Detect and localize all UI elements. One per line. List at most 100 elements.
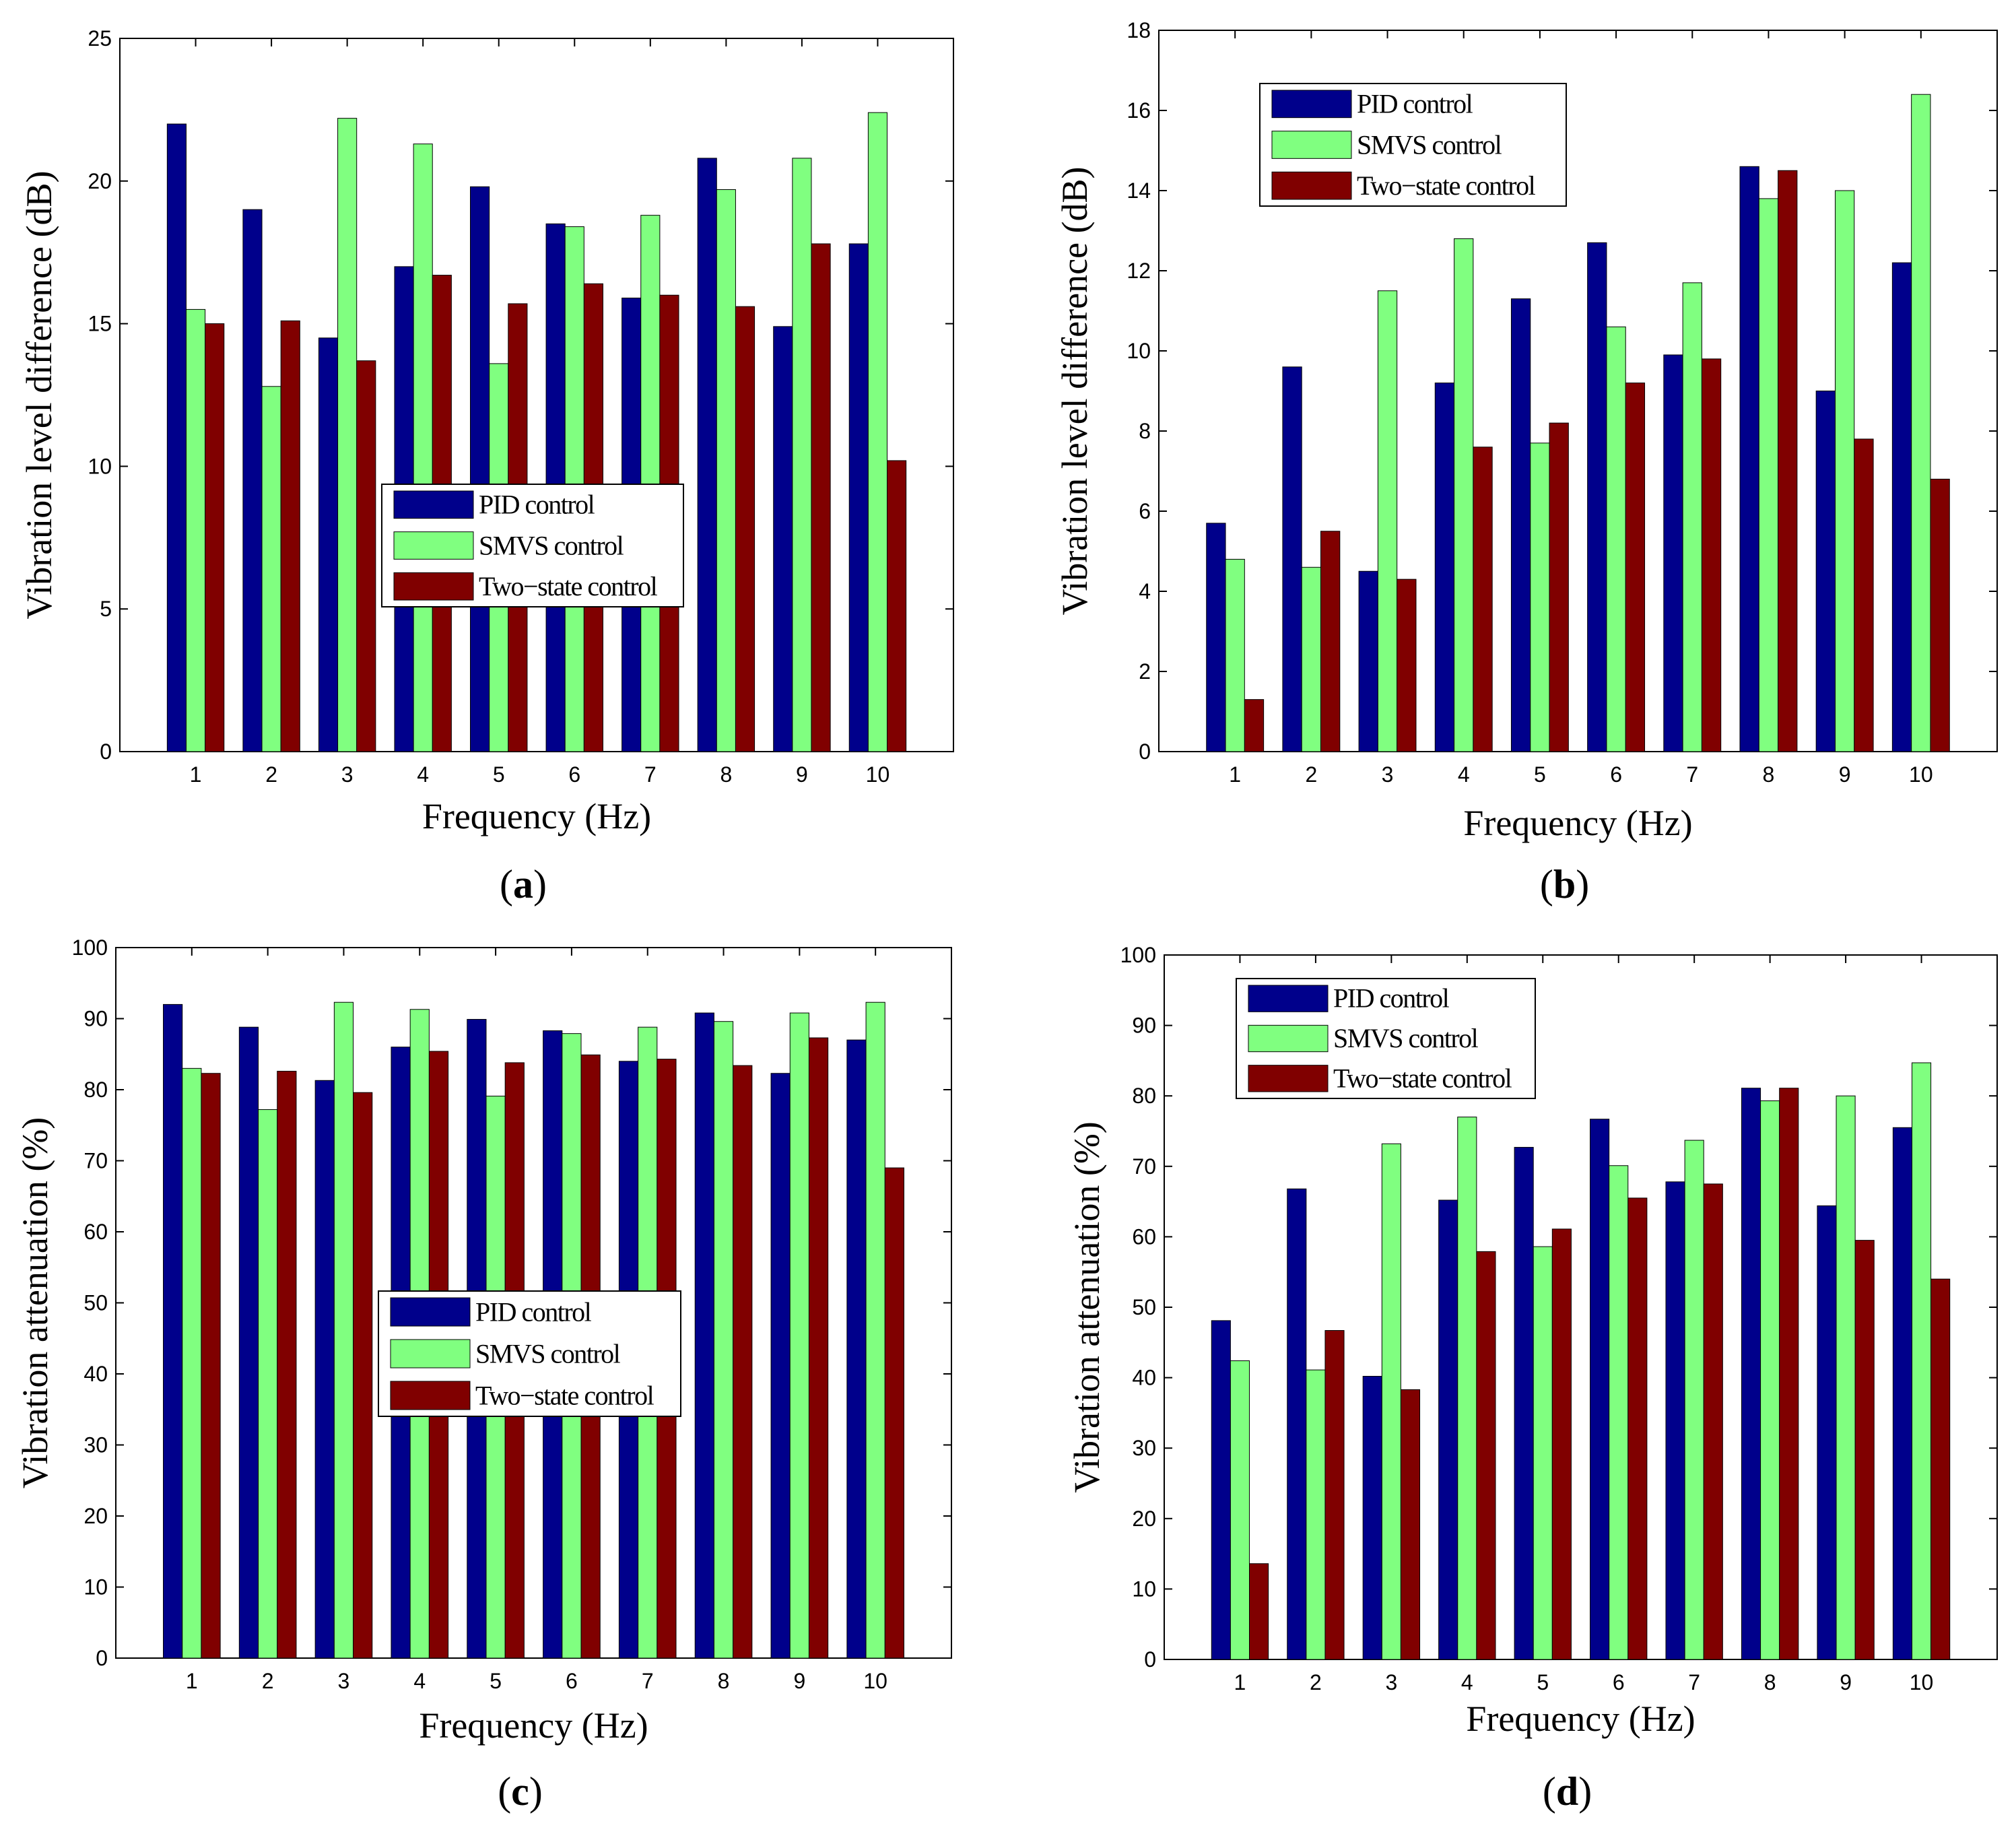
bar-b-pid-10 [1891, 262, 1912, 752]
x-axis-label: Frequency (Hz) [422, 796, 651, 836]
legend-entry: SMVS control [1333, 1023, 1479, 1053]
y-axis-label: Vibration level difference (dB) [19, 171, 59, 620]
bar-b-pid-8 [1739, 166, 1759, 752]
x-tick-label: 5 [1537, 1670, 1549, 1694]
bar-d-pid-1 [1211, 1320, 1231, 1660]
panel-label: (d) [1543, 1769, 1592, 1814]
bar-b-smvs-9 [1834, 190, 1855, 752]
x-tick-label: 8 [720, 762, 732, 787]
legend-swatch [393, 572, 474, 601]
bar-b-smvs-2 [1301, 566, 1322, 752]
bar-c-smvs-2 [258, 1109, 278, 1659]
bar-d-twostate-5 [1551, 1228, 1572, 1660]
y-tick-label: 10 [1127, 339, 1151, 363]
y-tick-label: 50 [1132, 1295, 1156, 1319]
bar-c-pid-3 [314, 1080, 335, 1659]
y-tick-label: 12 [1127, 259, 1151, 283]
bar-b-pid-5 [1510, 298, 1531, 752]
bar-b-twostate-9 [1854, 438, 1874, 752]
bar-b-smvs-7 [1682, 282, 1702, 752]
legend-entry: Two−state control [475, 1381, 654, 1411]
y-tick-label: 10 [83, 1575, 108, 1600]
bar-a-twostate-9 [811, 243, 831, 752]
bar-d-pid-2 [1287, 1188, 1307, 1660]
bar-d-smvs-6 [1609, 1165, 1629, 1660]
bar-d-smvs-5 [1533, 1246, 1553, 1660]
legend: PID control SMVS control Two−state control [1236, 978, 1536, 1099]
bar-b-pid-4 [1434, 383, 1455, 752]
y-tick-label: 2 [1139, 659, 1151, 684]
bar-c-smvs-9 [789, 1012, 809, 1659]
legend-entry: PID control [479, 490, 595, 520]
x-tick-label: 4 [1458, 762, 1470, 787]
y-tick-label: 18 [1127, 18, 1151, 42]
x-tick-label: 7 [642, 1669, 654, 1693]
bar-a-pid-2 [242, 209, 263, 752]
bar-c-smvs-1 [182, 1067, 202, 1659]
bar-b-pid-1 [1206, 523, 1226, 752]
x-tick-label: 9 [793, 1669, 805, 1693]
y-tick-label: 100 [1120, 943, 1156, 967]
y-axis-label: Vibration level difference (dB) [1054, 167, 1095, 616]
bar-a-twostate-1 [205, 323, 225, 752]
bar-c-pid-9 [770, 1073, 791, 1659]
x-tick-label: 3 [1385, 1670, 1397, 1694]
bar-c-pid-1 [163, 1003, 183, 1659]
bar-b-pid-9 [1815, 391, 1836, 752]
legend-entry: Two−state control [1357, 170, 1536, 201]
bar-b-twostate-2 [1320, 531, 1341, 752]
y-tick-label: 40 [1132, 1366, 1156, 1390]
y-tick-label: 80 [83, 1078, 108, 1102]
y-tick-label: 10 [1132, 1577, 1156, 1601]
y-tick-label: 20 [88, 169, 112, 193]
bar-b-twostate-8 [1778, 170, 1798, 752]
bar-d-pid-7 [1665, 1181, 1685, 1660]
x-tick-label: 9 [1840, 1670, 1852, 1694]
bar-c-twostate-9 [808, 1037, 829, 1659]
bar-a-pid-10 [848, 243, 869, 752]
legend-swatch [393, 490, 474, 519]
bar-c-twostate-2 [277, 1071, 297, 1659]
chart-panel-a: 0 5 10 15 20 25 1 2 3 4 5 6 7 8 9 10 Frequency (Hz) Vibra… [19, 26, 954, 906]
y-tick-label: 0 [1139, 739, 1151, 764]
x-tick-label: 9 [1839, 762, 1851, 787]
bar-c-pid-10 [846, 1039, 867, 1659]
x-tick-label: 10 [863, 1669, 887, 1693]
bar-d-smvs-9 [1836, 1095, 1856, 1660]
x-tick-label: 10 [1909, 762, 1933, 787]
bar-a-smvs-10 [867, 112, 888, 752]
bar-b-smvs-6 [1606, 326, 1626, 752]
panel-label: (b) [1540, 862, 1589, 906]
bar-c-smvs-8 [713, 1021, 734, 1659]
x-tick-label: 6 [566, 1669, 578, 1693]
y-tick-label: 20 [83, 1504, 108, 1528]
y-tick-label: 0 [96, 1646, 108, 1670]
x-tick-label: 7 [1686, 762, 1698, 787]
bar-b-pid-6 [1587, 242, 1607, 752]
legend: PID control SMVS control Two−state control [378, 1290, 681, 1417]
bar-d-twostate-1 [1249, 1563, 1269, 1660]
bar-d-smvs-8 [1760, 1100, 1780, 1660]
y-tick-label: 80 [1132, 1084, 1156, 1108]
y-tick-label: 90 [1132, 1014, 1156, 1038]
legend-swatch [1271, 171, 1352, 200]
legend-swatch [1248, 1065, 1329, 1092]
bar-d-pid-10 [1892, 1127, 1912, 1660]
bar-b-smvs-3 [1377, 290, 1398, 752]
bar-c-twostate-10 [884, 1167, 904, 1659]
x-tick-label: 9 [796, 762, 808, 787]
x-tick-label: 6 [568, 762, 580, 787]
x-axis-label: Frequency (Hz) [419, 1705, 648, 1746]
bar-b-pid-3 [1358, 570, 1378, 752]
bar-d-smvs-1 [1230, 1360, 1250, 1660]
y-tick-label: 0 [100, 739, 112, 764]
bar-d-pid-9 [1817, 1205, 1837, 1660]
bar-d-twostate-6 [1627, 1197, 1648, 1660]
bar-d-pid-8 [1741, 1088, 1761, 1660]
bar-d-pid-5 [1514, 1147, 1534, 1660]
bar-b-smvs-8 [1758, 198, 1779, 752]
bar-b-smvs-10 [1911, 94, 1931, 752]
bar-b-smvs-4 [1454, 238, 1474, 752]
bar-a-pid-1 [166, 123, 187, 752]
y-tick-label: 20 [1132, 1507, 1156, 1531]
